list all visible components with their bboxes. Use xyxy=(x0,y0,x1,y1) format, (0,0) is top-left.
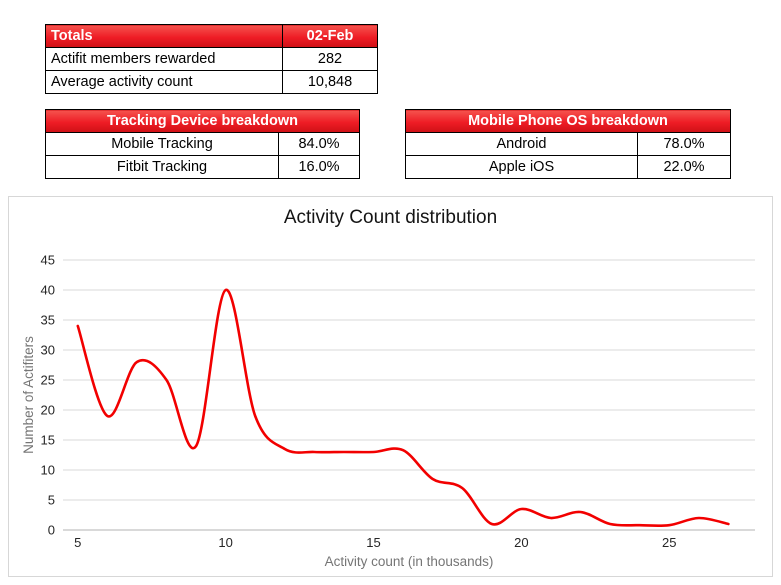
table-row: Fitbit Tracking 16.0% xyxy=(45,155,360,179)
line-chart-plot: 25 20 15 10 5 45 40 35 30 25 20 15 10 5 0 Number of Ac… xyxy=(21,253,755,569)
table-cell-value: 22.0% xyxy=(637,155,731,179)
table-cell-label: Apple iOS xyxy=(405,155,638,179)
activity-distribution-line xyxy=(76,288,730,528)
activity-count-chart: Activity Count distribution 25 20 15 10 5 45 4… xyxy=(8,196,773,577)
table-cell-value: 16.0% xyxy=(278,155,360,179)
x-tick-label: 20 xyxy=(514,535,528,550)
table-header-cell: 02-Feb xyxy=(282,24,378,48)
y-tick-label: 15 xyxy=(41,433,55,448)
table-cell-value: 78.0% xyxy=(637,132,731,156)
table-header-row: Tracking Device breakdown xyxy=(45,109,360,133)
chart-title: Activity Count distribution xyxy=(283,207,498,228)
tracking-device-table: Tracking Device breakdown Mobile Trackin… xyxy=(45,109,360,179)
table-header-cell: Totals xyxy=(45,24,283,48)
y-tick-label: 35 xyxy=(41,313,55,328)
totals-table: Totals 02-Feb Actifit members rewarded 2… xyxy=(45,24,378,94)
table-header-row: Mobile Phone OS breakdown xyxy=(405,109,731,133)
y-tick-label: 5 xyxy=(48,493,55,508)
y-tick-label: 45 xyxy=(41,253,55,268)
table-cell-label: Fitbit Tracking xyxy=(45,155,279,179)
table-header-cell: Tracking Device breakdown xyxy=(45,109,360,133)
table-cell-value: 84.0% xyxy=(278,132,360,156)
x-tick-label: 15 xyxy=(366,535,380,550)
table-cell-value: 10,848 xyxy=(282,70,378,94)
table-row: Mobile Tracking 84.0% xyxy=(45,132,360,156)
y-tick-label: 0 xyxy=(48,523,55,538)
table-cell-label: Actifit members rewarded xyxy=(45,47,283,71)
table-row: Average activity count 10,848 xyxy=(45,70,378,94)
table-cell-label: Mobile Tracking xyxy=(45,132,279,156)
y-tick-label: 30 xyxy=(41,343,55,358)
table-cell-label: Android xyxy=(405,132,638,156)
table-row: Apple iOS 22.0% xyxy=(405,155,731,179)
x-tick-label: 5 xyxy=(74,535,81,550)
table-header-row: Totals 02-Feb xyxy=(45,24,378,48)
table-row: Actifit members rewarded 282 xyxy=(45,47,378,71)
y-tick-label: 20 xyxy=(41,403,55,418)
y-tick-label: 25 xyxy=(41,373,55,388)
x-tick-label: 10 xyxy=(218,535,232,550)
x-axis-title: Activity count (in thousands) xyxy=(325,554,494,569)
table-cell-label: Average activity count xyxy=(45,70,283,94)
y-axis-title: Number of Actifiters xyxy=(21,336,36,454)
y-tick-label: 40 xyxy=(41,283,55,298)
y-tick-label: 10 xyxy=(41,463,55,478)
x-tick-label: 25 xyxy=(662,535,676,550)
table-header-cell: Mobile Phone OS breakdown xyxy=(405,109,731,133)
mobile-os-table: Mobile Phone OS breakdown Android 78.0% … xyxy=(405,109,731,179)
table-cell-value: 282 xyxy=(282,47,378,71)
table-row: Android 78.0% xyxy=(405,132,731,156)
